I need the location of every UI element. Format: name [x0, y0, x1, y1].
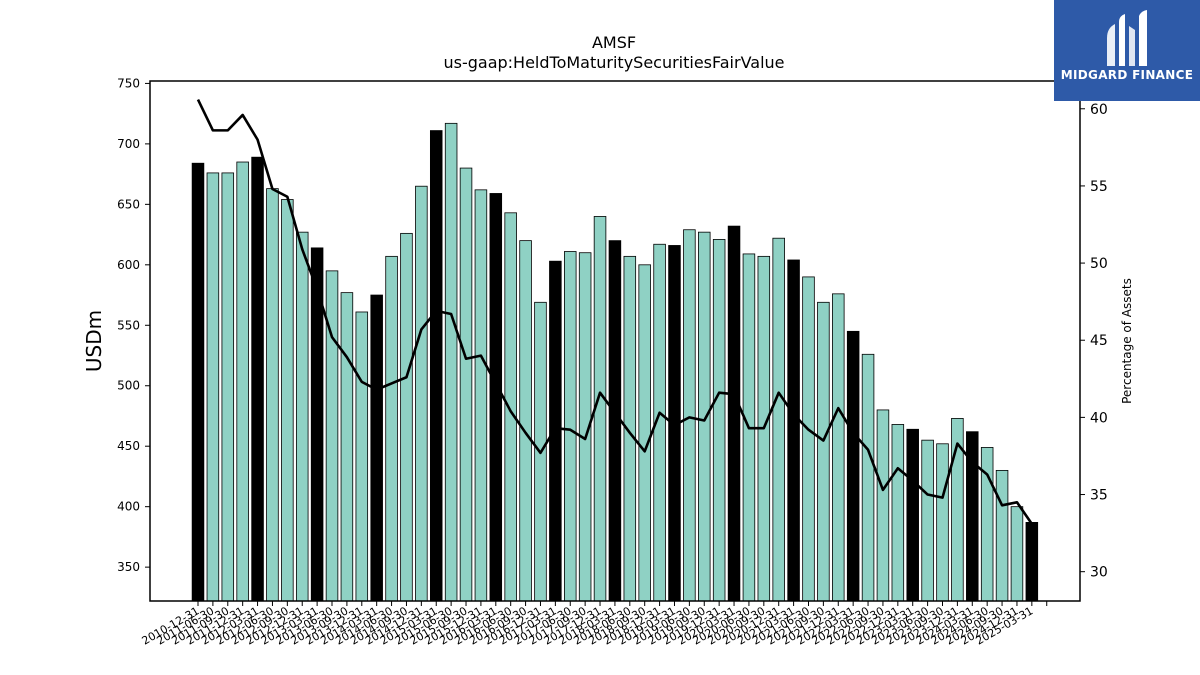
y2-tick-label-35: 35	[1090, 488, 1108, 504]
bar-2012-06-30	[281, 199, 294, 602]
bar-2021-09-30	[832, 293, 845, 602]
y2-tick-label-55: 55	[1090, 179, 1108, 195]
bar-2013-09-30	[355, 311, 369, 602]
bar-2022-03-31	[861, 353, 875, 602]
y2-axis-label: Percentage of Assets	[1120, 278, 1134, 404]
bar-2015-06-30	[459, 167, 473, 602]
y2-tick-label-30: 30	[1090, 565, 1108, 581]
bar-2021-03-31	[802, 276, 815, 602]
bar-2024-06-30	[995, 469, 1009, 602]
midgard-logo-icon	[1107, 10, 1147, 66]
bar-2022-09-30	[891, 424, 905, 602]
y-tick-label-650: 650	[117, 197, 140, 211]
y-tick-label-600: 600	[117, 258, 140, 272]
x-axis: 2010-12-312011-06-302011-09-302011-12-31…	[140, 601, 1048, 648]
y-axis-left: 350 400 450 500 550 600 650 700 750	[117, 76, 150, 574]
y-axis-right: 30 35 40 45 50 55 60	[1080, 102, 1108, 581]
bar-2021-12-31	[846, 330, 860, 602]
bar-2017-03-31	[564, 251, 577, 602]
bar-2011-06-30	[221, 172, 235, 602]
bar-2013-06-30	[340, 292, 354, 602]
bar-2010-12-31	[191, 162, 205, 602]
bar-2014-03-31	[385, 255, 398, 602]
bar-2022-12-31	[906, 428, 919, 602]
bar-2019-12-31	[727, 225, 741, 602]
bar-2013-12-31	[370, 294, 383, 602]
y2-tick-label-45: 45	[1090, 333, 1108, 349]
bar-2011-12-31	[251, 156, 264, 602]
bar-2023-06-30	[936, 443, 949, 602]
bar-2011-09-30	[236, 161, 249, 602]
bar-2023-03-31	[921, 439, 934, 602]
bars-group	[191, 122, 1039, 602]
bar-2014-09-30	[415, 185, 428, 602]
y-tick-label-700: 700	[117, 137, 140, 151]
bar-2016-03-31	[504, 212, 517, 602]
bar-2022-06-30	[876, 409, 890, 602]
y-axis-label: USDm	[82, 310, 106, 372]
bar-2019-03-31	[683, 229, 696, 602]
bar-2024-12-31	[1025, 522, 1039, 602]
chart-subtitle: us-gaap:HeldToMaturitySecuritiesFairValu…	[443, 53, 784, 72]
bar-2017-12-31	[608, 240, 622, 602]
y-tick-label-400: 400	[117, 500, 140, 514]
chart-title: AMSF	[592, 33, 636, 52]
bar-2016-12-31	[549, 260, 562, 602]
y-tick-label-350: 350	[117, 560, 140, 574]
bar-2015-12-31	[489, 193, 503, 602]
bar-2015-09-30	[474, 189, 488, 602]
y-tick-label-500: 500	[117, 379, 140, 393]
y2-tick-label-50: 50	[1090, 256, 1108, 272]
bar-2019-09-30	[712, 239, 726, 602]
y-tick-label-750: 750	[117, 76, 140, 90]
bar-2018-06-30	[638, 264, 651, 602]
brand-name: MIDGARD FINANCE	[1060, 68, 1194, 82]
bar-2012-09-30	[295, 231, 309, 602]
y2-tick-label-60: 60	[1090, 102, 1108, 118]
bar-2014-06-30	[400, 232, 413, 602]
brand-logo: MIDGARD FINANCE	[1054, 0, 1200, 101]
bar-2012-03-31	[266, 188, 279, 602]
bar-2011-03-31	[206, 172, 220, 602]
bar-2015-03-31	[444, 122, 458, 602]
bar-2014-12-31	[429, 130, 443, 602]
y2-tick-label-40: 40	[1090, 410, 1108, 426]
bar-2019-06-30	[698, 231, 711, 602]
bar-2020-12-31	[787, 259, 800, 602]
bar-2021-06-30	[817, 301, 830, 602]
line-layer	[196, 98, 1033, 525]
bar-2016-06-30	[519, 240, 532, 602]
bar-2020-09-30	[772, 237, 785, 602]
bar-2024-09-30	[1010, 506, 1024, 602]
y-tick-label-450: 450	[117, 439, 140, 453]
y-tick-label-550: 550	[117, 318, 140, 332]
percentage-line	[196, 98, 1033, 525]
